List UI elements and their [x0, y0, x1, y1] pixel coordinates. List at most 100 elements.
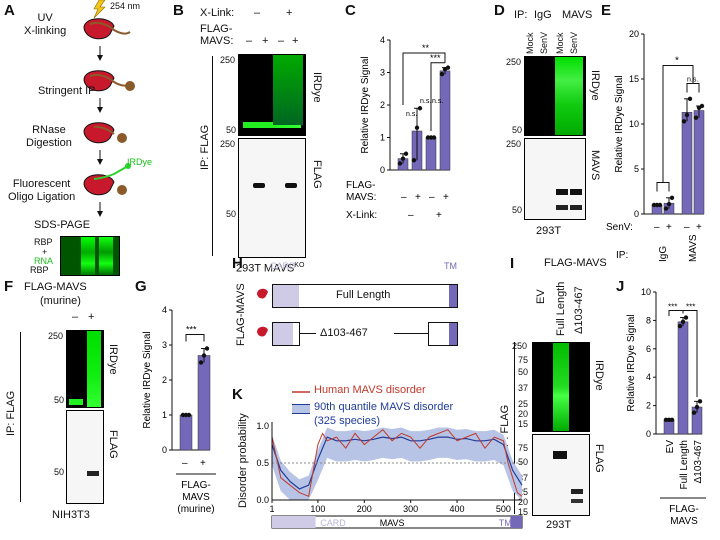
k-y-tick-label: 1.0 [256, 421, 269, 431]
data-point [411, 158, 417, 163]
data-point [669, 417, 675, 422]
step-oligo-ligation: Fluorescent Oligo Ligation [8, 178, 76, 203]
bar [197, 355, 211, 451]
delta-construct-tm [428, 322, 458, 346]
rbp-label-1: RBP [34, 237, 53, 247]
igg-label-d: IgG [534, 9, 552, 21]
mw-i-25: 25 [518, 399, 529, 409]
mw-f-250: 250 [48, 331, 64, 341]
lane4-plus: + [292, 35, 299, 47]
mw-d-250b: 250 [506, 139, 522, 149]
irdye-label-b: IRDye [311, 72, 323, 103]
y-tick-label: 1 [380, 133, 385, 143]
y-axis-label: Relative IRDye Signal [626, 314, 637, 411]
xlabel-g1: FLAG- [181, 480, 210, 491]
k-x-tick-label: 1 [269, 504, 274, 514]
blot-d-mavs [524, 138, 586, 220]
flag-tag-1-icon [257, 288, 268, 299]
mw-i-75b: 75 [518, 443, 529, 453]
data-point [669, 195, 675, 200]
lane1-minus: – [246, 35, 253, 47]
bar [179, 414, 193, 451]
lane-f-minus: – [72, 311, 79, 323]
mw-i-250: 250 [512, 341, 528, 351]
series-human [271, 429, 523, 497]
xlabel-j1: FLAG- [669, 504, 698, 515]
data-point [694, 404, 700, 410]
category-label: Full Length [679, 440, 690, 489]
panel-letter-h: H [232, 255, 243, 272]
category-label: EV [665, 440, 676, 454]
data-point [445, 65, 451, 70]
mavs-header-d: MAVS [562, 9, 593, 21]
ip-igg: IgG [658, 246, 669, 262]
bar [677, 321, 689, 435]
xlabel-g3: (murine) [177, 504, 214, 515]
delta-line-left [300, 333, 316, 334]
bracket-star [662, 65, 694, 183]
data-point [186, 412, 192, 418]
k-x-tick-label: 400 [450, 504, 465, 514]
mw-i-15b: 15 [518, 507, 529, 517]
flag-label-f: FLAG [107, 430, 119, 459]
y-axis-label: Relative IRDye Signal [142, 331, 153, 428]
k-y-tick-label: 0.0 [256, 495, 269, 505]
panel-letter-d: D [494, 2, 505, 19]
step-rnase-digestion: RNase Digestion [26, 124, 72, 149]
mw-f-50: 50 [54, 395, 65, 405]
k-y-tick-label: 0.5 [256, 458, 269, 468]
panel-letter-b: B [173, 2, 184, 19]
quantile-band [272, 427, 522, 500]
y-tick-label: 2 [162, 375, 167, 385]
y-tick-label: 15 [629, 74, 639, 84]
data-point [201, 353, 207, 358]
mw-i-50: 50 [518, 367, 529, 377]
data-point [693, 115, 699, 120]
mw-i-15: 15 [518, 419, 529, 429]
flag-row-sign: – [401, 192, 407, 203]
data-point [204, 346, 210, 351]
data-point [400, 156, 406, 161]
blot-f-irdye [66, 330, 104, 408]
irdye-label-a: IRDye [127, 157, 153, 167]
k-x-tick-label: 200 [357, 504, 372, 514]
k-ylabel: Disorder probability [237, 413, 249, 508]
y-tick-label: 3 [162, 340, 167, 350]
bracket-igg [656, 182, 670, 192]
mw-d-250: 250 [506, 57, 522, 67]
lane-i-full: Full Length [555, 281, 567, 336]
card-label-h: CARD [270, 261, 296, 271]
protein-cartoon-3-icon [83, 122, 127, 144]
data-point [414, 125, 420, 130]
data-point [699, 103, 705, 109]
bar [425, 137, 437, 171]
tm-label-h: TM [444, 261, 457, 271]
lane-f-plus: + [88, 311, 95, 323]
cell-line-b: 293T MAVSKO [236, 262, 305, 275]
data-point [431, 135, 437, 140]
bar [439, 70, 451, 171]
construct-label-h: FLAG-MAVS [235, 283, 247, 346]
blot-f-flag [66, 410, 104, 504]
senv-sign: – [654, 222, 660, 233]
ip-label-d: IP: [514, 9, 528, 21]
y-tick-label: 2 [380, 100, 385, 110]
data-point [666, 201, 672, 207]
y-tick-label: 8 [646, 315, 651, 325]
mw-i-50b: 50 [518, 457, 529, 467]
sig-ns-3: n.s. [432, 98, 443, 105]
irdye-label-d: IRDye [589, 70, 601, 101]
flag-row-sign: – [429, 192, 435, 203]
mw-i-25b: 25 [518, 487, 529, 497]
xlabel-j2: MAVS [670, 516, 698, 527]
step-sds-page: SDS-PAGE [34, 219, 91, 231]
y-tick-label: 0 [380, 165, 385, 175]
data-point [697, 399, 703, 404]
mavs-label: MAVS: [200, 35, 234, 47]
panel-letter-j: J [616, 278, 625, 295]
lane-d-mock1: Mock [525, 32, 535, 54]
cell-line-i: 293T [546, 519, 572, 531]
data-point [417, 106, 423, 111]
data-point [681, 119, 687, 124]
data-point [680, 319, 686, 325]
